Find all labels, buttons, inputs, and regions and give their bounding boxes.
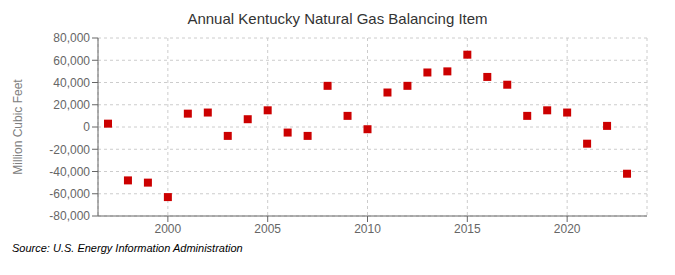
svg-text:2010: 2010 [354,222,381,236]
svg-text:-80,000: -80,000 [49,209,90,223]
svg-text:-40,000: -40,000 [49,165,90,179]
svg-text:60,000: 60,000 [53,54,90,68]
svg-text:2000: 2000 [155,222,182,236]
svg-text:-20,000: -20,000 [49,143,90,157]
html-text:Annual Kentucky Natural Gas Ba: Annual Kentucky Natural Gas Balancing It… [187,10,488,27]
svg-text:2005: 2005 [254,222,281,236]
svg-text:2015: 2015 [454,222,481,236]
svg-text:-60,000: -60,000 [49,187,90,201]
html-text:Source: U.S. Energy Informatio: Source: U.S. Energy Information Administ… [12,242,243,254]
svg-text:20,000: 20,000 [53,98,90,112]
svg-text:Million Cubic Feet: Million Cubic Feet [11,79,25,175]
svg-text:2020: 2020 [554,222,581,236]
svg-text:40,000: 40,000 [53,76,90,90]
svg-text:0: 0 [83,120,90,134]
svg-text:80,000: 80,000 [53,31,90,45]
